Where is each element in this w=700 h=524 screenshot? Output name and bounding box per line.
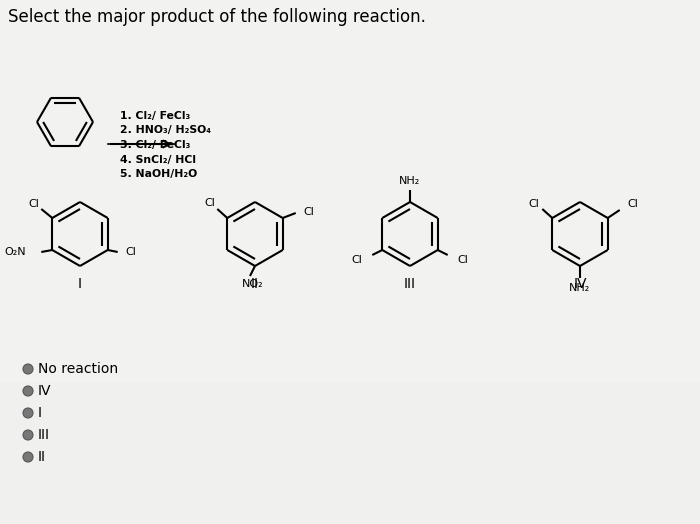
Circle shape: [23, 452, 33, 462]
Text: Cl: Cl: [628, 199, 638, 209]
Text: Select the major product of the following reaction.: Select the major product of the followin…: [8, 8, 426, 26]
Text: No reaction: No reaction: [38, 362, 118, 376]
Text: 2. HNO₃/ H₂SO₄: 2. HNO₃/ H₂SO₄: [120, 126, 211, 136]
Text: O₂N: O₂N: [5, 247, 27, 257]
Text: II: II: [38, 450, 46, 464]
Text: I: I: [78, 277, 82, 291]
Text: IV: IV: [38, 384, 52, 398]
Circle shape: [23, 430, 33, 440]
Text: NH₂: NH₂: [400, 176, 421, 186]
Text: III: III: [38, 428, 50, 442]
FancyBboxPatch shape: [0, 382, 700, 524]
Text: 1. Cl₂/ FeCl₃: 1. Cl₂/ FeCl₃: [120, 111, 190, 121]
Text: 4. SnCl₂/ HCl: 4. SnCl₂/ HCl: [120, 155, 196, 165]
Text: III: III: [404, 277, 416, 291]
Text: Cl: Cl: [304, 207, 314, 217]
Text: 5. NaOH/H₂O: 5. NaOH/H₂O: [120, 169, 197, 179]
Text: NH₂: NH₂: [569, 283, 591, 293]
Text: Cl: Cl: [458, 255, 468, 265]
Text: 3. Cl₂/ FeCl₃: 3. Cl₂/ FeCl₃: [120, 140, 190, 150]
Text: Cl: Cl: [126, 247, 136, 257]
Circle shape: [23, 408, 33, 418]
Text: NO₂: NO₂: [242, 279, 264, 289]
Text: Cl: Cl: [29, 199, 40, 209]
Text: Cl: Cl: [205, 198, 216, 208]
Text: II: II: [251, 277, 259, 291]
Text: Cl: Cl: [528, 199, 540, 209]
Circle shape: [23, 364, 33, 374]
FancyBboxPatch shape: [0, 0, 700, 384]
Text: IV: IV: [573, 277, 587, 291]
Text: Cl: Cl: [351, 255, 363, 265]
Text: I: I: [38, 406, 42, 420]
Circle shape: [23, 386, 33, 396]
